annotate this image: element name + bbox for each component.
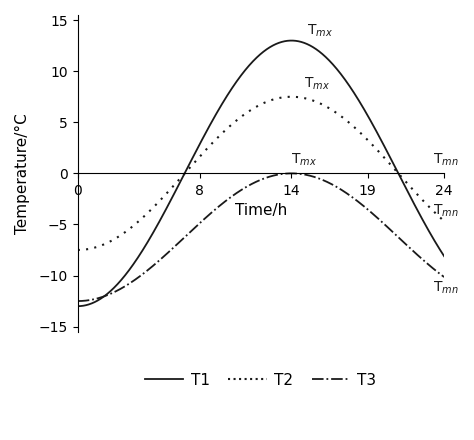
X-axis label: Time/h: Time/h (235, 203, 287, 218)
Text: T$_{mx}$: T$_{mx}$ (292, 152, 318, 168)
Text: T$_{mn}$: T$_{mn}$ (433, 152, 459, 168)
Legend: T1, T2, T3: T1, T2, T3 (139, 367, 383, 394)
Y-axis label: Temperature/°C: Temperature/°C (15, 113, 30, 234)
Text: T$_{mn}$: T$_{mn}$ (433, 203, 459, 219)
Text: T$_{mx}$: T$_{mx}$ (304, 75, 329, 92)
Text: T$_{mx}$: T$_{mx}$ (307, 22, 333, 39)
Text: T$_{mn}$: T$_{mn}$ (433, 279, 459, 296)
